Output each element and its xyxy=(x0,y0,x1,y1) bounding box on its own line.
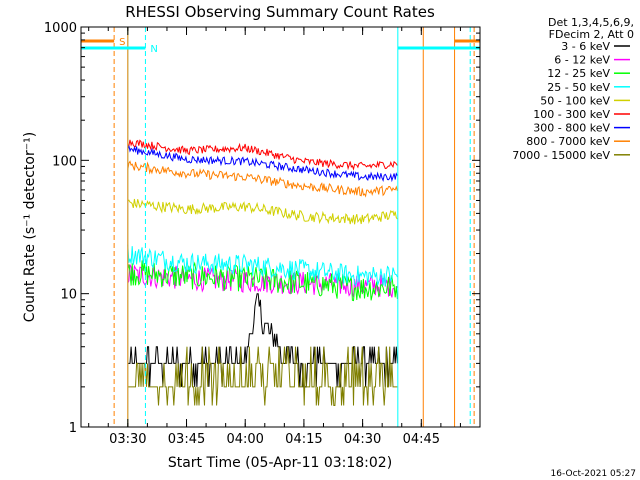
legend-entry-label: 6 - 12 keV xyxy=(554,54,610,67)
axis-layer: 03:30 03:45 04:00 04:15 04:30 04:45 1 10 100 1000 xyxy=(44,21,481,447)
legend-entry-label: 25 - 50 keV xyxy=(547,81,610,94)
plot-frame xyxy=(80,26,481,428)
series-line-100-300-kev xyxy=(127,139,398,171)
series-line-300-800-kev xyxy=(127,145,398,183)
legend-entry-label: 12 - 25 keV xyxy=(547,67,610,80)
y-tick-label: 10 xyxy=(60,288,77,303)
legend-header: Det 1,3,4,5,6,9, xyxy=(548,16,634,29)
flag-label-n: N xyxy=(150,44,157,55)
timestamp-label: 16-Oct-2021 05:27 xyxy=(551,469,636,479)
flag-label-s: S xyxy=(119,37,125,48)
series-line-50-100-kev xyxy=(127,198,398,225)
y-tick-label: 100 xyxy=(52,154,77,169)
x-tick-label: 04:30 xyxy=(344,432,381,447)
y-axis-label: Count Rate (s⁻¹ detector⁻¹) xyxy=(22,132,38,322)
legend-header: FDecim 2, Att 0 xyxy=(549,28,634,41)
series-layer xyxy=(127,139,398,406)
y-tick-label: 1000 xyxy=(44,21,77,36)
x-tick-label: 04:15 xyxy=(285,432,322,447)
x-tick-label: 04:00 xyxy=(226,432,263,447)
legend-entry-label: 100 - 300 keV xyxy=(533,108,610,121)
legend-entry-label: 50 - 100 keV xyxy=(540,94,610,107)
series-line-7000-15000-kev xyxy=(127,346,398,406)
flag-layer: SN xyxy=(81,37,480,55)
series-line-25-50-kev xyxy=(127,244,398,287)
x-tick-label: 03:30 xyxy=(109,432,146,447)
y-tick-label: 1 xyxy=(69,421,77,436)
x-tick-label: 04:45 xyxy=(403,432,440,447)
legend-entry-label: 800 - 7000 keV xyxy=(526,135,610,148)
legend: Det 1,3,4,5,6,9,FDecim 2, Att 03 - 6 keV… xyxy=(512,16,634,162)
legend-entry-label: 7000 - 15000 keV xyxy=(512,149,610,162)
series-line-800-7000-kev xyxy=(127,160,398,198)
x-axis-label: Start Time (05-Apr-11 03:18:02) xyxy=(168,455,392,471)
x-tick-label: 03:45 xyxy=(168,432,205,447)
legend-entry-label: 300 - 800 keV xyxy=(533,122,610,135)
chart-title: RHESSI Observing Summary Count Rates xyxy=(125,3,435,21)
marker-layer xyxy=(80,27,475,427)
legend-entry-label: 3 - 6 keV xyxy=(561,40,610,53)
